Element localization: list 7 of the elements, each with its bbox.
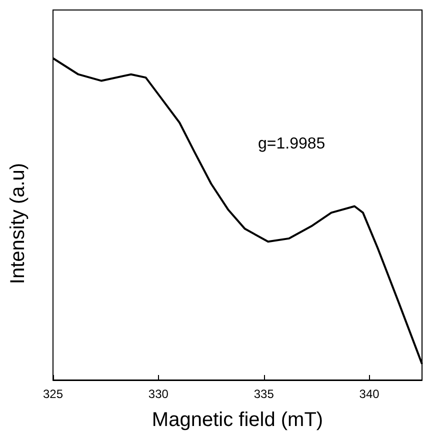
x-tick-label: 325 <box>42 387 64 401</box>
x-tick-label: 340 <box>359 387 380 401</box>
x-axis-title: Magnetic field (mT) <box>152 409 324 431</box>
annotation: g=1.9985 <box>258 136 326 152</box>
y-axis-title: Intensity (a.u) <box>7 162 29 284</box>
x-tick-label: 335 <box>254 387 274 401</box>
x-tick-label: 330 <box>148 387 169 401</box>
